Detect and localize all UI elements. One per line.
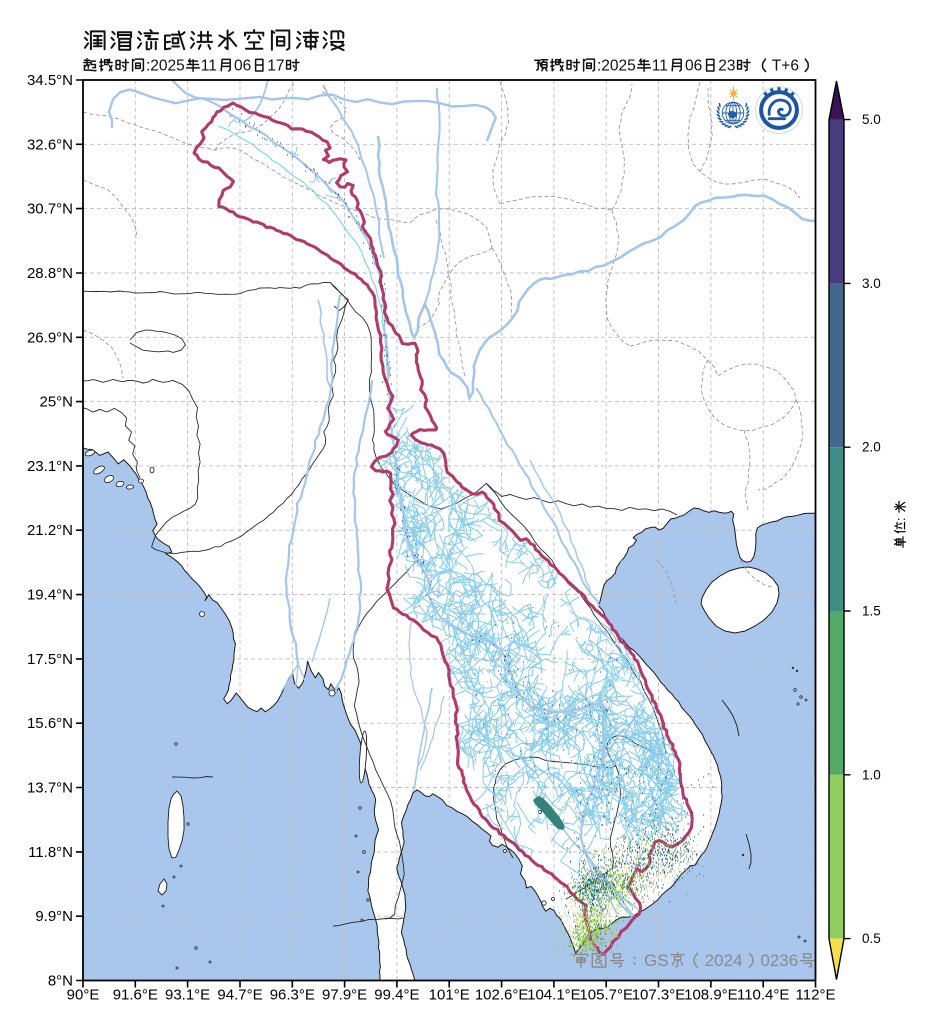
svg-text:11: 11 xyxy=(652,57,668,74)
svg-text:19.4°N: 19.4°N xyxy=(27,587,73,604)
svg-text:104.1°E: 104.1°E xyxy=(527,987,581,1004)
svg-text::: : xyxy=(893,517,908,521)
svg-text:112°E: 112°E xyxy=(796,987,836,1004)
svg-text:110.4°E: 110.4°E xyxy=(737,987,789,1004)
svg-text:2.0: 2.0 xyxy=(862,440,881,455)
svg-text:94.7°E: 94.7°E xyxy=(217,987,262,1004)
svg-text:101°E: 101°E xyxy=(429,987,470,1004)
svg-text:0.5: 0.5 xyxy=(862,931,881,946)
svg-text:15.6°N: 15.6°N xyxy=(27,715,73,732)
svg-text:3.0: 3.0 xyxy=(862,276,881,291)
svg-text:102.6°E: 102.6°E xyxy=(475,987,529,1004)
svg-text:96.3°E: 96.3°E xyxy=(270,987,315,1004)
svg-text:17: 17 xyxy=(267,57,284,74)
svg-text:30.7°N: 30.7°N xyxy=(27,201,73,218)
svg-text:8°N: 8°N xyxy=(48,973,73,990)
svg-text:93.1°E: 93.1°E xyxy=(165,987,210,1004)
svg-text:108.9°E: 108.9°E xyxy=(684,987,738,1004)
svg-text:28.8°N: 28.8°N xyxy=(27,265,73,282)
svg-text:23: 23 xyxy=(718,57,735,74)
svg-text::2025: :2025 xyxy=(146,57,185,74)
svg-text:06: 06 xyxy=(685,57,702,74)
svg-text:91.6°E: 91.6°E xyxy=(113,987,158,1004)
svg-text:105.7°E: 105.7°E xyxy=(579,987,633,1004)
svg-text:107.3°E: 107.3°E xyxy=(632,987,686,1004)
svg-text:25°N: 25°N xyxy=(39,394,73,411)
svg-text:21.2°N: 21.2°N xyxy=(27,522,73,539)
svg-text:11.8°N: 11.8°N xyxy=(28,844,73,861)
svg-text:99.4°E: 99.4°E xyxy=(374,987,419,1004)
svg-text:97.9°E: 97.9°E xyxy=(322,987,367,1004)
svg-text:17.5°N: 17.5°N xyxy=(27,651,73,668)
svg-text:T+6: T+6 xyxy=(772,57,799,74)
svg-text:26.9°N: 26.9°N xyxy=(27,329,73,346)
svg-text:GS: GS xyxy=(644,951,669,970)
svg-text:90°E: 90°E xyxy=(67,987,100,1004)
svg-text:9.9°N: 9.9°N xyxy=(35,908,73,925)
svg-text:0236: 0236 xyxy=(760,951,798,970)
svg-text:13.7°N: 13.7°N xyxy=(27,780,73,797)
svg-text:1.5: 1.5 xyxy=(862,604,881,619)
svg-text:1.0: 1.0 xyxy=(862,767,881,782)
svg-text:23.1°N: 23.1°N xyxy=(27,458,73,475)
svg-text:34.5°N: 34.5°N xyxy=(27,72,73,89)
svg-text:32.6°N: 32.6°N xyxy=(27,136,73,153)
svg-text:11: 11 xyxy=(201,57,217,74)
svg-text:2024: 2024 xyxy=(705,951,743,970)
svg-text:5.0: 5.0 xyxy=(862,112,881,127)
svg-text:06: 06 xyxy=(234,57,251,74)
svg-text::2025: :2025 xyxy=(597,57,636,74)
